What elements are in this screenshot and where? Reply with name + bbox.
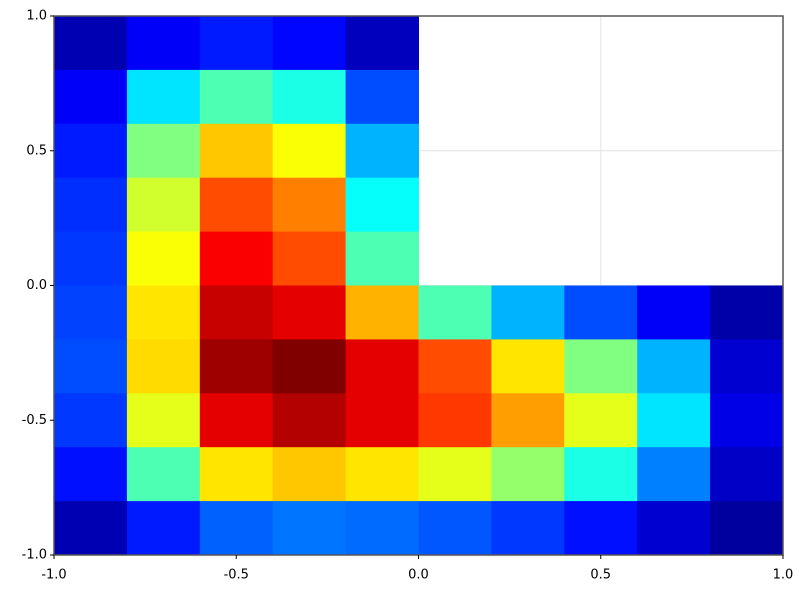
- heatmap-cell: [199, 339, 274, 394]
- heatmap-cell: [564, 447, 638, 502]
- y-tick-label: 1.0: [26, 9, 47, 24]
- heatmap-cell: [418, 447, 492, 502]
- y-tick-label: 0.5: [26, 143, 47, 158]
- heatmap-cell: [54, 123, 128, 179]
- heatmap-cell: [272, 69, 347, 125]
- x-tick-label: -0.5: [224, 568, 249, 583]
- heatmap-cell: [345, 285, 419, 340]
- y-tick-label: 0.0: [26, 278, 47, 293]
- heatmap-cell: [272, 231, 347, 286]
- heatmap-cell: [126, 231, 201, 286]
- heatmap-cell: [564, 285, 638, 340]
- heatmap-cell: [126, 339, 201, 394]
- heatmap-cell: [272, 16, 347, 71]
- heatmap-cell: [54, 285, 128, 340]
- heatmap-cell: [491, 285, 565, 340]
- heatmap-cell: [54, 177, 128, 233]
- y-tick-label: -1.0: [22, 548, 47, 563]
- heatmap-cell: [272, 393, 347, 448]
- heatmap-cell: [345, 16, 419, 71]
- heatmap-cell: [272, 177, 347, 233]
- x-tick-label: -1.0: [41, 568, 66, 583]
- heatmap-cell: [637, 501, 711, 556]
- heatmap-cell: [491, 501, 565, 556]
- heatmap-cell: [54, 69, 128, 125]
- heatmap-cell: [418, 339, 492, 394]
- heatmap-cell: [345, 231, 419, 286]
- heatmap-cell: [418, 501, 492, 556]
- heatmap-cell: [126, 285, 201, 340]
- heatmap-cell: [199, 177, 274, 233]
- heatmap-cell: [345, 501, 419, 556]
- heatmap-cell: [710, 339, 784, 394]
- heatmap-cell: [272, 501, 347, 556]
- heatmap-cell: [199, 231, 274, 286]
- heatmap-cell: [199, 123, 274, 179]
- heatmap-cell: [54, 231, 128, 286]
- heatmap-cell: [272, 285, 347, 340]
- heatmap-cell: [272, 447, 347, 502]
- heatmap-cell: [345, 69, 419, 125]
- heatmap-cell: [637, 285, 711, 340]
- heatmap-cell: [345, 123, 419, 179]
- heatmap-cell: [491, 447, 565, 502]
- heatmap-cell: [199, 501, 274, 556]
- x-tick-label: 0.5: [590, 568, 611, 583]
- heatmap-cell: [54, 339, 128, 394]
- heatmap-cell: [272, 123, 347, 179]
- heatmap-cell: [199, 447, 274, 502]
- heatmap-cell: [710, 501, 784, 556]
- heatmap-cell: [637, 447, 711, 502]
- x-tick-label: 0.0: [408, 568, 429, 583]
- heatmap-cell: [199, 69, 274, 125]
- heatmap-cell: [637, 339, 711, 394]
- heatmap-cell: [418, 393, 492, 448]
- heatmap-cell: [199, 393, 274, 448]
- heatmap-cell: [126, 393, 201, 448]
- heatmap-cell: [126, 69, 201, 125]
- heatmap-cell: [491, 339, 565, 394]
- heatmap-cell: [345, 447, 419, 502]
- heatmap-cell: [54, 393, 128, 448]
- heatmap-cell: [272, 339, 347, 394]
- heatmap-cell: [564, 501, 638, 556]
- heatmap-cell: [126, 123, 201, 179]
- heatmap-cell: [199, 16, 274, 71]
- heatmap-cell: [199, 285, 274, 340]
- heatmap-cell: [54, 16, 128, 71]
- heatmap-cell: [126, 177, 201, 233]
- heatmap-cell: [710, 393, 784, 448]
- heatmap-cell: [54, 447, 128, 502]
- heatmap-cell: [345, 393, 419, 448]
- y-tick-label: -0.5: [22, 413, 47, 428]
- heatmap-cell: [54, 501, 128, 556]
- x-tick-label: 1.0: [773, 568, 794, 583]
- heatmap-cell: [564, 393, 638, 448]
- heatmap-cell: [126, 447, 201, 502]
- heatmap-cell: [126, 501, 201, 556]
- heatmap-cell: [418, 285, 492, 340]
- heatmap-cell: [710, 447, 784, 502]
- heatmap-cell: [126, 16, 201, 71]
- heatmap-cell: [564, 339, 638, 394]
- heatmap-cell: [345, 339, 419, 394]
- heatmap-cell: [710, 285, 784, 340]
- heatmap-cell: [491, 393, 565, 448]
- heatmap-cell: [345, 177, 419, 233]
- heatmap-cell: [637, 393, 711, 448]
